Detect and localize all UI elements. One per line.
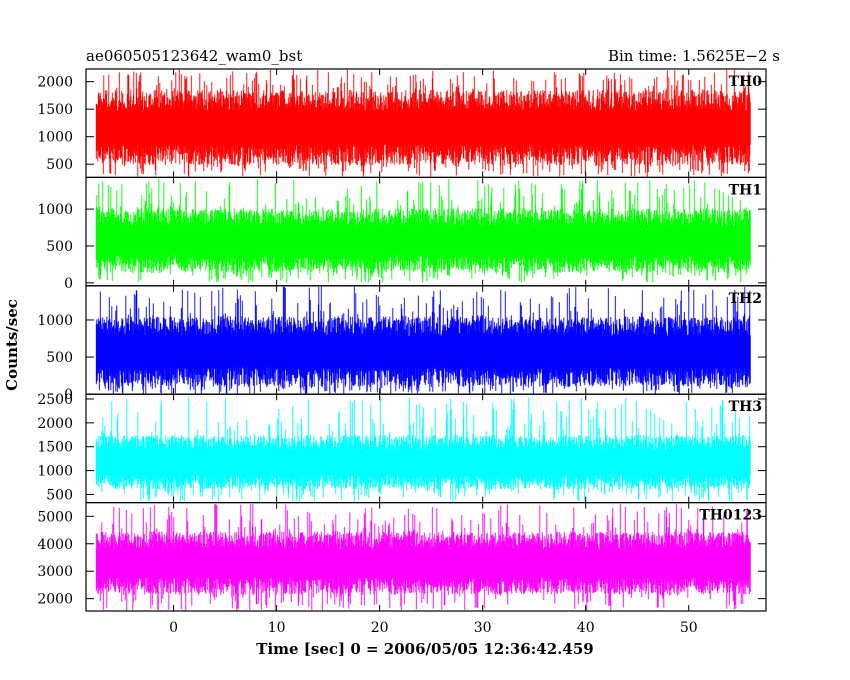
y-tick-label: 0 — [64, 387, 73, 403]
y-tick-label: 1000 — [37, 313, 73, 329]
x-axis-label: Time [sec] 0 = 2006/05/05 12:36:42.459 — [256, 640, 593, 658]
y-tick-label: 1500 — [37, 440, 73, 456]
y-tick-label: 500 — [46, 350, 73, 366]
panel-th3: 500 1000 1500 2000 2500 TH3 — [37, 392, 767, 503]
y-tick-label: 1000 — [37, 130, 73, 146]
y-tick-label: 1000 — [37, 202, 73, 218]
y-tick-label: 0 — [64, 276, 73, 292]
panel-label: TH0 — [729, 74, 763, 90]
panel-label: TH3 — [729, 399, 762, 415]
light-curve-th0123 — [95, 504, 751, 611]
y-tick-label: 1500 — [37, 102, 73, 118]
chart-title: ae060505123642_wam0_bst — [86, 47, 302, 65]
light-curve-th0 — [95, 69, 751, 177]
y-tick-label: 5000 — [37, 509, 73, 525]
y-tick-label: 4000 — [37, 537, 73, 553]
y-tick-label: 3000 — [37, 564, 73, 580]
y-tick-label: 2000 — [37, 75, 73, 91]
x-tick-label: 30 — [474, 620, 492, 636]
panel-th0: 500 1000 1500 2000 TH0 — [37, 68, 767, 179]
x-axis: 0 10 20 30 40 50 — [169, 620, 698, 636]
light-curve-th2 — [95, 286, 751, 395]
light-curve-th1 — [95, 178, 751, 283]
x-tick-label: 50 — [680, 620, 698, 636]
panel-th0123: 2000 3000 4000 5000 TH0123 — [37, 502, 767, 612]
panel-frame — [85, 502, 767, 612]
x-tick-label: 20 — [371, 620, 389, 636]
panel-label: TH2 — [729, 291, 762, 307]
x-tick-label: 10 — [268, 620, 286, 636]
y-tick-label: 2500 — [37, 392, 73, 408]
x-tick-label: 40 — [577, 620, 595, 636]
light-curve-th3 — [95, 396, 751, 502]
y-axis-label: Counts/sec — [3, 299, 21, 391]
panel-label: TH0123 — [699, 508, 762, 524]
y-tick-label: 2000 — [37, 592, 73, 608]
y-tick-label: 500 — [46, 157, 73, 173]
panels-group: 500 1000 1500 2000 TH0 0 500 1000 TH1 0 500 1000 TH2… — [37, 68, 767, 612]
y-tick-label: 2000 — [37, 416, 73, 432]
panel-label: TH1 — [729, 182, 762, 198]
y-tick-label: 500 — [46, 487, 73, 503]
y-tick-label: 1000 — [37, 464, 73, 480]
x-tick-label: 0 — [169, 620, 178, 636]
panel-th2: 0 500 1000 TH2 — [37, 285, 767, 403]
bin-time-label: Bin time: 1.5625E−2 s — [608, 47, 780, 65]
y-tick-label: 500 — [46, 239, 73, 255]
panel-th1: 0 500 1000 TH1 — [37, 176, 767, 292]
